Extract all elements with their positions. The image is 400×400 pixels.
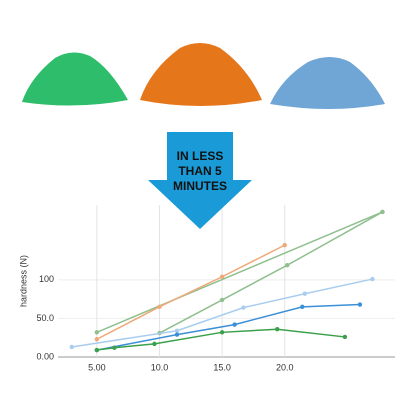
data-point (157, 304, 162, 310)
data-point (342, 334, 348, 340)
data-point (112, 345, 117, 350)
data-point (370, 276, 375, 282)
powders (22, 43, 385, 109)
arrow: IN LESS THAN 5 MINUTES (148, 132, 252, 229)
data-point (174, 332, 180, 337)
data-point (94, 337, 100, 342)
plot: 0.00 50.0 100 5.00 10.0 15.0 20.0 (36, 205, 395, 372)
x-tick-label: 5.00 (88, 362, 106, 372)
series-line (96, 328, 345, 351)
y-tick-label: 100 (39, 274, 54, 284)
arrow-shape (148, 132, 252, 229)
x-tick-label: 10.0 (151, 362, 169, 372)
annotation: IN LESS (177, 149, 224, 163)
data-point (302, 291, 307, 296)
data-point (357, 302, 363, 307)
data-point (174, 328, 180, 333)
series-line (159, 211, 383, 334)
data-point (219, 330, 225, 335)
data-point (380, 209, 385, 215)
data-point (152, 341, 157, 347)
data-point (69, 344, 74, 350)
series-line (96, 244, 286, 340)
data-point (285, 262, 290, 268)
data-point (219, 297, 225, 303)
green-powder (22, 52, 128, 106)
y-tick-label: 50.0 (36, 313, 54, 323)
data-point (282, 242, 287, 248)
data-point (300, 304, 305, 310)
y-tick-label: 0.00 (36, 351, 54, 361)
orange-powder (140, 43, 262, 106)
blue-powder (270, 57, 385, 109)
data-point (94, 330, 100, 335)
data-point (275, 327, 280, 332)
data-point (232, 322, 237, 327)
annotation: THAN 5 (178, 164, 222, 178)
x-tick-label: 15.0 (213, 362, 231, 372)
data-point (241, 305, 246, 310)
y-axis-label: hardness (N) (18, 255, 28, 307)
x-tick-label: 20.0 (276, 362, 294, 372)
annotation: MINUTES (173, 179, 227, 193)
series-line (96, 303, 360, 351)
series-line (96, 211, 383, 334)
data-point (94, 347, 100, 353)
data-point (219, 274, 225, 279)
